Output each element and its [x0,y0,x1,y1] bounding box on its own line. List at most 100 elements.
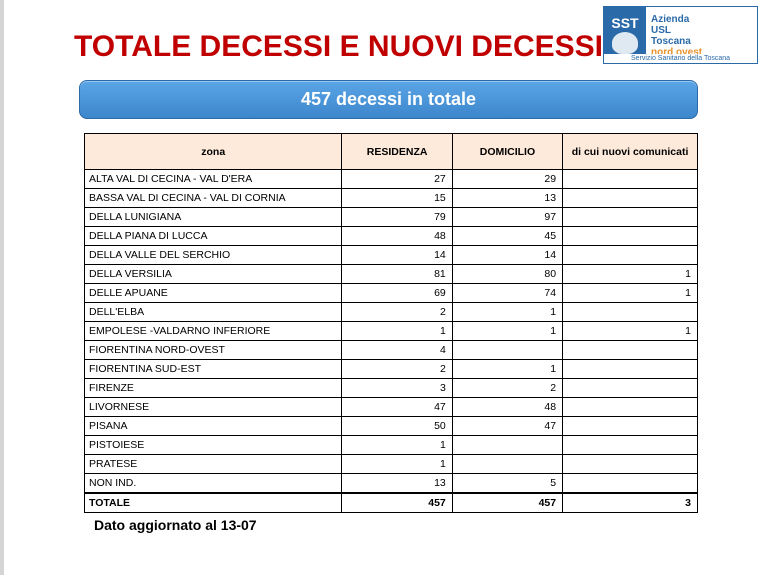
cell-res: 4 [342,341,452,360]
cell-zone: DELLA PIANA DI LUCCA [85,227,342,246]
cell-new [563,379,698,398]
cell-total-res: 457 [342,493,452,513]
cell-zone: PISANA [85,417,342,436]
cell-dom: 80 [452,265,562,284]
cell-new: 1 [563,284,698,303]
table-row: PRATESE1 [85,455,698,474]
cell-res: 1 [342,436,452,455]
table-total-row: TOTALE4574573 [85,493,698,513]
cell-dom: 5 [452,474,562,494]
table-row: DELLA VALLE DEL SERCHIO1414 [85,246,698,265]
cell-dom: 74 [452,284,562,303]
cell-res: 1 [342,322,452,341]
cell-dom: 1 [452,360,562,379]
cell-new [563,417,698,436]
cell-res: 1 [342,455,452,474]
cell-zone: FIRENZE [85,379,342,398]
cell-dom: 48 [452,398,562,417]
cell-new: 1 [563,265,698,284]
cell-dom: 13 [452,189,562,208]
cell-dom: 47 [452,417,562,436]
cell-new [563,227,698,246]
table-row: NON IND.135 [85,474,698,494]
cell-new [563,246,698,265]
table-row: DELL'ELBA21 [85,303,698,322]
cell-dom [452,341,562,360]
cell-res: 15 [342,189,452,208]
cell-total-new: 3 [563,493,698,513]
cell-dom: 97 [452,208,562,227]
cell-dom: 1 [452,322,562,341]
cell-dom [452,455,562,474]
table-row: BASSA VAL DI CECINA - VAL DI CORNIA1513 [85,189,698,208]
cell-total-dom: 457 [452,493,562,513]
cell-zone: DELLE APUANE [85,284,342,303]
logo-swirl-icon [612,32,638,54]
cell-res: 3 [342,379,452,398]
table-row: DELLA PIANA DI LUCCA4845 [85,227,698,246]
cell-new [563,170,698,189]
table-wrapper: zona RESIDENZA DOMICILIO di cui nuovi co… [4,119,768,513]
cell-dom: 29 [452,170,562,189]
cell-zone: PRATESE [85,455,342,474]
logo-line3: Toscana [651,36,752,47]
table-row: PISANA5047 [85,417,698,436]
cell-new: 1 [563,322,698,341]
table-row: DELLE APUANE69741 [85,284,698,303]
logo-line1: Azienda [651,14,752,25]
cell-res: 47 [342,398,452,417]
table-row: FIRENZE32 [85,379,698,398]
cell-new [563,398,698,417]
table-row: PISTOIESE1 [85,436,698,455]
cell-dom: 14 [452,246,562,265]
cell-res: 81 [342,265,452,284]
logo-badge: SST Azienda USL Toscana nord ovest Servi… [603,6,758,64]
cell-new [563,189,698,208]
cell-res: 2 [342,360,452,379]
cell-dom: 45 [452,227,562,246]
cell-new [563,436,698,455]
logo-sst: SST [611,16,638,30]
cell-dom: 2 [452,379,562,398]
table-row: ALTA VAL DI CECINA - VAL D'ERA2729 [85,170,698,189]
cell-new [563,474,698,494]
cell-zone: LIVORNESE [85,398,342,417]
cell-res: 27 [342,170,452,189]
cell-total-label: TOTALE [85,493,342,513]
cell-res: 48 [342,227,452,246]
cell-res: 79 [342,208,452,227]
table-row: DELLA LUNIGIANA7997 [85,208,698,227]
cell-zone: NON IND. [85,474,342,494]
table-header-row: zona RESIDENZA DOMICILIO di cui nuovi co… [85,134,698,170]
cell-res: 50 [342,417,452,436]
col-zona: zona [85,134,342,170]
cell-zone: DELL'ELBA [85,303,342,322]
cell-zone: FIORENTINA SUD-EST [85,360,342,379]
cell-zone: PISTOIESE [85,436,342,455]
cell-zone: EMPOLESE -VALDARNO INFERIORE [85,322,342,341]
footer-note: Dato aggiornato al 13-07 [4,513,768,533]
cell-new [563,303,698,322]
cell-zone: ALTA VAL DI CECINA - VAL D'ERA [85,170,342,189]
table-row: FIORENTINA SUD-EST21 [85,360,698,379]
cell-zone: DELLA LUNIGIANA [85,208,342,227]
col-residenza: RESIDENZA [342,134,452,170]
cell-new [563,341,698,360]
logo-footer: Servizio Sanitario della Toscana [604,54,757,63]
table-row: LIVORNESE4748 [85,398,698,417]
col-domicilio: DOMICILIO [452,134,562,170]
cell-new [563,455,698,474]
col-nuovi: di cui nuovi comunicati [563,134,698,170]
deaths-table: zona RESIDENZA DOMICILIO di cui nuovi co… [84,133,698,513]
cell-res: 2 [342,303,452,322]
cell-res: 13 [342,474,452,494]
cell-dom: 1 [452,303,562,322]
total-banner: 457 decessi in totale [79,80,698,119]
cell-res: 14 [342,246,452,265]
cell-dom [452,436,562,455]
logo-line2: USL [651,25,752,36]
cell-new [563,360,698,379]
cell-zone: FIORENTINA NORD-OVEST [85,341,342,360]
table-row: EMPOLESE -VALDARNO INFERIORE111 [85,322,698,341]
cell-res: 69 [342,284,452,303]
